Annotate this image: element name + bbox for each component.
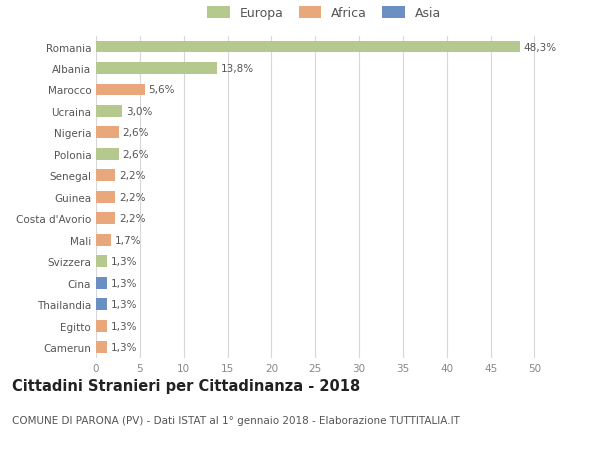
Bar [96, 63, 217, 75]
Legend: Europa, Africa, Asia: Europa, Africa, Asia [203, 4, 445, 24]
Bar [96, 84, 145, 96]
Bar [96, 256, 107, 268]
Bar [96, 41, 520, 53]
Text: 2,2%: 2,2% [119, 192, 145, 202]
Text: 5,6%: 5,6% [149, 85, 175, 95]
Text: 1,7%: 1,7% [115, 235, 141, 245]
Text: 13,8%: 13,8% [221, 64, 254, 74]
Text: 3,0%: 3,0% [126, 106, 152, 117]
Text: Cittadini Stranieri per Cittadinanza - 2018: Cittadini Stranieri per Cittadinanza - 2… [12, 379, 360, 394]
Bar [96, 170, 115, 182]
Text: 48,3%: 48,3% [523, 42, 556, 52]
Text: 2,2%: 2,2% [119, 171, 145, 181]
Bar [96, 298, 107, 310]
Text: 2,6%: 2,6% [122, 128, 149, 138]
Text: COMUNE DI PARONA (PV) - Dati ISTAT al 1° gennaio 2018 - Elaborazione TUTTITALIA.: COMUNE DI PARONA (PV) - Dati ISTAT al 1°… [12, 415, 460, 425]
Text: 1,3%: 1,3% [111, 321, 137, 331]
Bar [96, 277, 107, 289]
Text: 2,2%: 2,2% [119, 214, 145, 224]
Bar [96, 191, 115, 203]
Bar [96, 234, 111, 246]
Text: 1,3%: 1,3% [111, 299, 137, 309]
Text: 1,3%: 1,3% [111, 342, 137, 353]
Text: 1,3%: 1,3% [111, 257, 137, 267]
Bar [96, 106, 122, 118]
Bar [96, 149, 119, 160]
Bar [96, 341, 107, 353]
Bar [96, 320, 107, 332]
Bar [96, 127, 119, 139]
Text: 2,6%: 2,6% [122, 150, 149, 160]
Bar [96, 213, 115, 224]
Text: 1,3%: 1,3% [111, 278, 137, 288]
